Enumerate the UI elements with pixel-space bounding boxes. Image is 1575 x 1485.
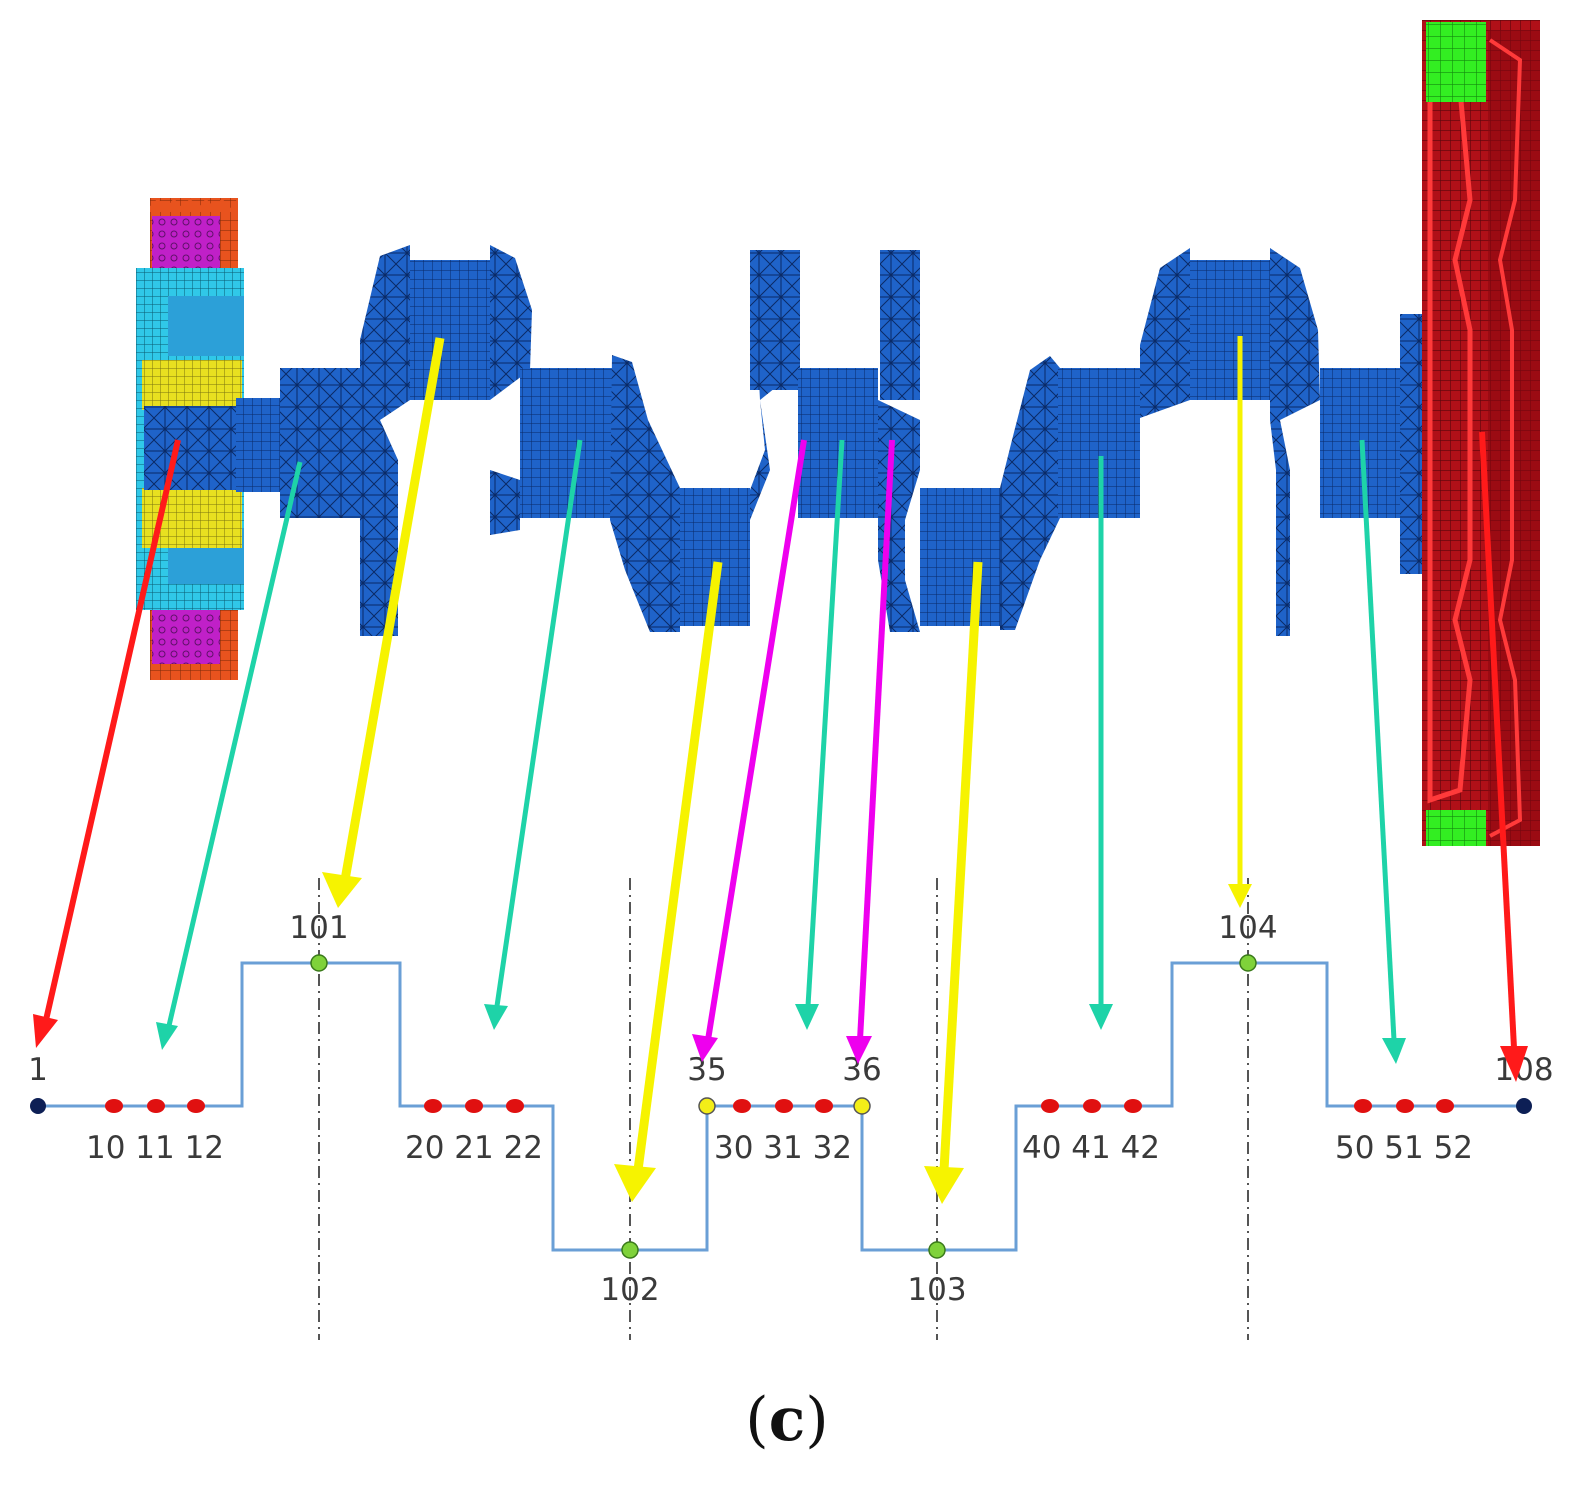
arrow-pin3: [939, 561, 983, 1171]
lumped-model: 1 108 35 36 101 102 103 104 10 11 12 20 …: [28, 878, 1554, 1340]
arrowhead-flywheel-to-108: [1500, 1046, 1528, 1082]
node-11: [147, 1099, 165, 1113]
arrow-web36: [857, 439, 895, 1041]
node-1: [30, 1098, 46, 1114]
label-group-10-12: 10 11 12: [86, 1130, 224, 1166]
label-node-103: 103: [907, 1272, 966, 1308]
arrowhead-web35: [692, 1034, 718, 1062]
label-group-30-32: 30 31 32: [714, 1130, 852, 1166]
caption-open-paren: (: [745, 1385, 768, 1455]
node-20: [424, 1099, 442, 1113]
arrowhead-pin1: [322, 872, 362, 908]
arrowhead-journal5: [1382, 1038, 1406, 1064]
arrow-journal2: [494, 439, 583, 1007]
node-50: [1354, 1099, 1372, 1113]
arrow-pin1: [340, 337, 445, 881]
mapping-arrows: [33, 336, 1528, 1204]
arrow-journal1: [165, 461, 303, 1031]
arrow-journal3: [805, 439, 845, 1007]
node-22: [506, 1099, 524, 1113]
node-12: [187, 1099, 205, 1113]
label-group-40-42: 40 41 42: [1022, 1130, 1160, 1166]
arrow-pin2: [633, 561, 723, 1171]
node-102: [621, 1241, 639, 1259]
node-103: [928, 1241, 946, 1259]
node-52: [1436, 1099, 1454, 1113]
arrowhead-journal3: [795, 1004, 819, 1030]
node-30: [733, 1099, 751, 1113]
arrowhead-journal1: [156, 1022, 178, 1050]
label-group-50-52: 50 51 52: [1335, 1130, 1473, 1166]
node-41: [1083, 1099, 1101, 1113]
label-node-101: 101: [289, 910, 348, 946]
label-node-104: 104: [1218, 910, 1277, 946]
arrowhead-pin4: [1228, 884, 1252, 908]
arrow-web35: [705, 439, 807, 1041]
arrow-journal5: [1359, 439, 1397, 1041]
arrowhead-pin2: [614, 1164, 656, 1202]
node-10: [105, 1099, 123, 1113]
label-node-35: 35: [687, 1052, 726, 1088]
figure-caption: (c): [745, 1385, 828, 1455]
node-42: [1124, 1099, 1142, 1113]
node-35: [698, 1097, 716, 1115]
label-group-20-22: 20 21 22: [405, 1130, 543, 1166]
node-40: [1041, 1099, 1059, 1113]
arrowhead-journal4: [1089, 1004, 1113, 1030]
torsional-damper: [136, 198, 244, 680]
node-32: [815, 1099, 833, 1113]
label-node-36: 36: [842, 1052, 881, 1088]
caption-letter: c: [769, 1385, 806, 1455]
node-31: [775, 1099, 793, 1113]
label-node-1: 1: [28, 1052, 48, 1088]
node-36: [853, 1097, 871, 1115]
node-101: [310, 954, 328, 972]
node-104: [1239, 954, 1257, 972]
node-108: [1516, 1098, 1532, 1114]
node-51: [1396, 1099, 1414, 1113]
label-node-102: 102: [600, 1272, 659, 1308]
caption-close-paren: ): [805, 1385, 828, 1455]
arrowhead-web36: [846, 1036, 872, 1064]
arrow-flywheel-to-108: [1479, 431, 1517, 1049]
arrowhead-damper-to-1: [33, 1014, 58, 1048]
arrow-damper-to-1: [43, 439, 181, 1021]
node-21: [465, 1099, 483, 1113]
arrowhead-pin3: [924, 1166, 964, 1204]
arrowhead-journal2: [484, 1004, 508, 1030]
